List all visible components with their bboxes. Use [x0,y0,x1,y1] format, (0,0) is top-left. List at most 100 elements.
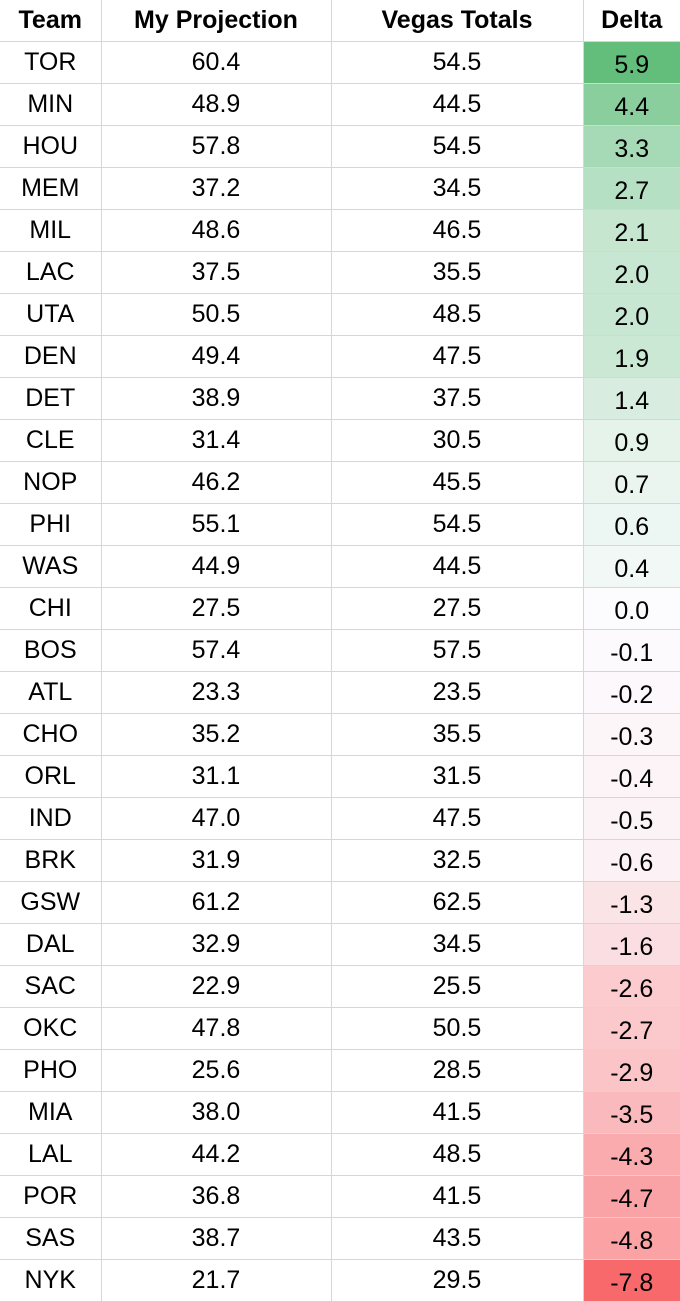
delta-cell: 5.9 [583,41,680,84]
delta-cell: -3.5 [583,1091,680,1134]
header-vegas-totals: Vegas Totals [331,0,584,42]
vegas-totals-cell: 54.5 [331,125,584,168]
vegas-totals-cell: 45.5 [331,461,584,504]
team-cell: CHI [0,587,102,630]
my-projection-cell: 25.6 [101,1049,332,1092]
team-cell: SAC [0,965,102,1008]
team-cell: PHI [0,503,102,546]
table-row: NOP 46.2 45.5 0.7 [0,461,680,504]
delta-cell: -1.3 [583,881,680,924]
team-cell: MIL [0,209,102,252]
team-cell: UTA [0,293,102,336]
table-row: MIA 38.0 41.5 -3.5 [0,1091,680,1134]
vegas-totals-cell: 54.5 [331,503,584,546]
vegas-totals-cell: 29.5 [331,1259,584,1301]
delta-cell: -2.7 [583,1007,680,1050]
team-cell: NOP [0,461,102,504]
my-projection-cell: 38.0 [101,1091,332,1134]
my-projection-cell: 21.7 [101,1259,332,1301]
vegas-totals-cell: 23.5 [331,671,584,714]
table-row: PHI 55.1 54.5 0.6 [0,503,680,546]
my-projection-cell: 37.2 [101,167,332,210]
table-row: OKC 47.8 50.5 -2.7 [0,1007,680,1050]
delta-cell: -2.9 [583,1049,680,1092]
my-projection-cell: 61.2 [101,881,332,924]
vegas-totals-cell: 44.5 [331,83,584,126]
table-row: HOU 57.8 54.5 3.3 [0,125,680,168]
table-row: IND 47.0 47.5 -0.5 [0,797,680,840]
my-projection-cell: 36.8 [101,1175,332,1218]
team-cell: POR [0,1175,102,1218]
my-projection-cell: 27.5 [101,587,332,630]
team-cell: ATL [0,671,102,714]
my-projection-cell: 44.2 [101,1133,332,1176]
my-projection-cell: 31.4 [101,419,332,462]
my-projection-cell: 47.8 [101,1007,332,1050]
vegas-totals-cell: 48.5 [331,1133,584,1176]
my-projection-cell: 38.9 [101,377,332,420]
delta-cell: 0.9 [583,419,680,462]
delta-cell: -7.8 [583,1259,680,1301]
team-cell: CHO [0,713,102,756]
delta-cell: 2.0 [583,293,680,336]
delta-cell: 0.6 [583,503,680,546]
header-team: Team [0,0,102,42]
delta-cell: 3.3 [583,125,680,168]
table-row: MIL 48.6 46.5 2.1 [0,209,680,252]
table-body: TOR 60.4 54.5 5.9 MIN 48.9 44.5 4.4 HOU 57.8 54.5 3… [0,41,680,1301]
my-projection-cell: 57.4 [101,629,332,672]
delta-cell: -0.6 [583,839,680,882]
my-projection-cell: 57.8 [101,125,332,168]
table-row: UTA 50.5 48.5 2.0 [0,293,680,336]
table-row: CHO 35.2 35.5 -0.3 [0,713,680,756]
table-row: MEM 37.2 34.5 2.7 [0,167,680,210]
table-row: PHO 25.6 28.5 -2.9 [0,1049,680,1092]
team-cell: OKC [0,1007,102,1050]
team-cell: NYK [0,1259,102,1301]
my-projection-cell: 38.7 [101,1217,332,1260]
delta-cell: -4.8 [583,1217,680,1260]
table-row: NYK 21.7 29.5 -7.8 [0,1259,680,1301]
team-cell: BRK [0,839,102,882]
my-projection-cell: 37.5 [101,251,332,294]
table-row: DET 38.9 37.5 1.4 [0,377,680,420]
my-projection-cell: 46.2 [101,461,332,504]
table-row: ATL 23.3 23.5 -0.2 [0,671,680,714]
vegas-totals-cell: 46.5 [331,209,584,252]
team-cell: DEN [0,335,102,378]
team-cell: DAL [0,923,102,966]
vegas-totals-cell: 41.5 [331,1091,584,1134]
my-projection-cell: 60.4 [101,41,332,84]
team-cell: WAS [0,545,102,588]
my-projection-cell: 23.3 [101,671,332,714]
table-row: DEN 49.4 47.5 1.9 [0,335,680,378]
vegas-totals-cell: 57.5 [331,629,584,672]
my-projection-cell: 31.1 [101,755,332,798]
my-projection-cell: 31.9 [101,839,332,882]
vegas-totals-cell: 34.5 [331,923,584,966]
table-row: POR 36.8 41.5 -4.7 [0,1175,680,1218]
vegas-totals-cell: 32.5 [331,839,584,882]
vegas-totals-cell: 47.5 [331,797,584,840]
table-row: MIN 48.9 44.5 4.4 [0,83,680,126]
my-projection-cell: 22.9 [101,965,332,1008]
vegas-totals-cell: 50.5 [331,1007,584,1050]
vegas-totals-cell: 28.5 [331,1049,584,1092]
table-row: CLE 31.4 30.5 0.9 [0,419,680,462]
team-cell: BOS [0,629,102,672]
my-projection-cell: 48.9 [101,83,332,126]
vegas-totals-cell: 35.5 [331,713,584,756]
vegas-totals-cell: 37.5 [331,377,584,420]
vegas-totals-cell: 54.5 [331,41,584,84]
vegas-totals-cell: 30.5 [331,419,584,462]
delta-cell: 0.4 [583,545,680,588]
team-cell: TOR [0,41,102,84]
team-cell: IND [0,797,102,840]
team-cell: MIA [0,1091,102,1134]
team-cell: LAC [0,251,102,294]
delta-cell: 1.4 [583,377,680,420]
vegas-totals-cell: 31.5 [331,755,584,798]
my-projection-cell: 49.4 [101,335,332,378]
delta-cell: -0.5 [583,797,680,840]
header-delta: Delta [583,0,680,42]
